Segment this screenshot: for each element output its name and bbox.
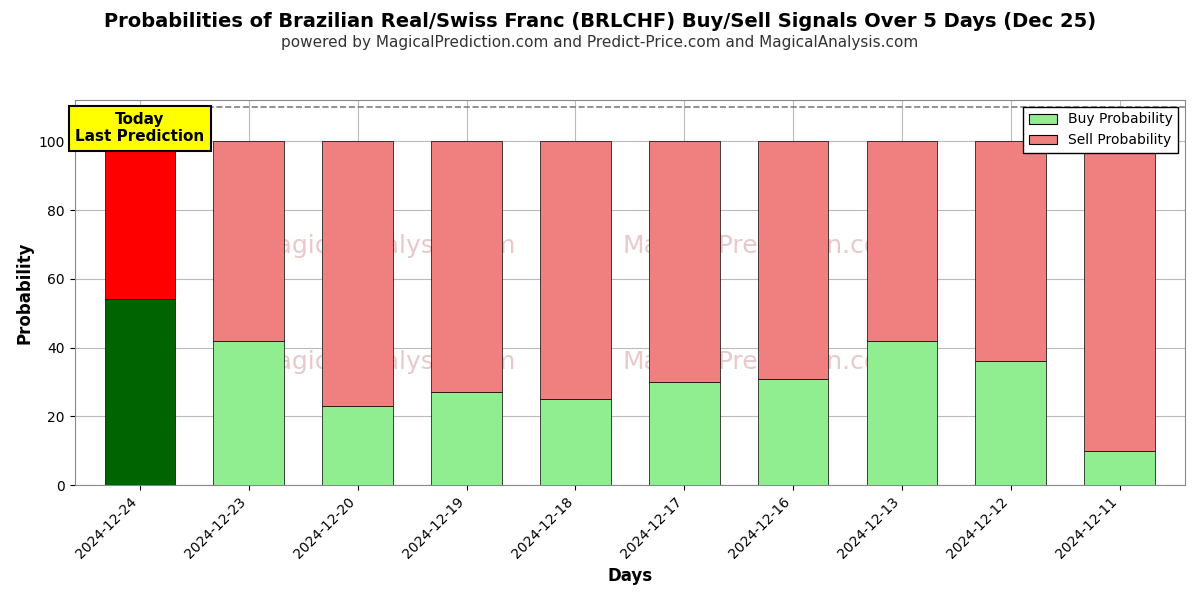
Bar — [431, 141, 502, 392]
Bar — [866, 341, 937, 485]
Bar — [214, 341, 284, 485]
Bar — [540, 141, 611, 399]
Bar — [323, 141, 394, 406]
Text: MagicalPrediction.com: MagicalPrediction.com — [623, 350, 904, 374]
Text: Today
Last Prediction: Today Last Prediction — [76, 112, 204, 145]
Bar — [1085, 141, 1156, 451]
Bar — [104, 141, 175, 299]
Bar — [649, 141, 720, 382]
Bar — [757, 379, 828, 485]
Bar — [323, 406, 394, 485]
Bar — [1085, 451, 1156, 485]
Text: powered by MagicalPrediction.com and Predict-Price.com and MagicalAnalysis.com: powered by MagicalPrediction.com and Pre… — [281, 35, 919, 50]
Bar — [757, 141, 828, 379]
Bar — [976, 141, 1046, 361]
Bar — [866, 141, 937, 341]
Legend: Buy Probability, Sell Probability: Buy Probability, Sell Probability — [1024, 107, 1178, 153]
Text: MagicalPrediction.com: MagicalPrediction.com — [623, 235, 904, 259]
Bar — [214, 141, 284, 341]
Bar — [104, 299, 175, 485]
Bar — [976, 361, 1046, 485]
Bar — [649, 382, 720, 485]
X-axis label: Days: Days — [607, 567, 653, 585]
Y-axis label: Probability: Probability — [16, 241, 34, 344]
Text: MagicalAnalysis.com: MagicalAnalysis.com — [256, 235, 516, 259]
Bar — [540, 399, 611, 485]
Text: Probabilities of Brazilian Real/Swiss Franc (BRLCHF) Buy/Sell Signals Over 5 Day: Probabilities of Brazilian Real/Swiss Fr… — [104, 12, 1096, 31]
Text: MagicalAnalysis.com: MagicalAnalysis.com — [256, 350, 516, 374]
Bar — [431, 392, 502, 485]
